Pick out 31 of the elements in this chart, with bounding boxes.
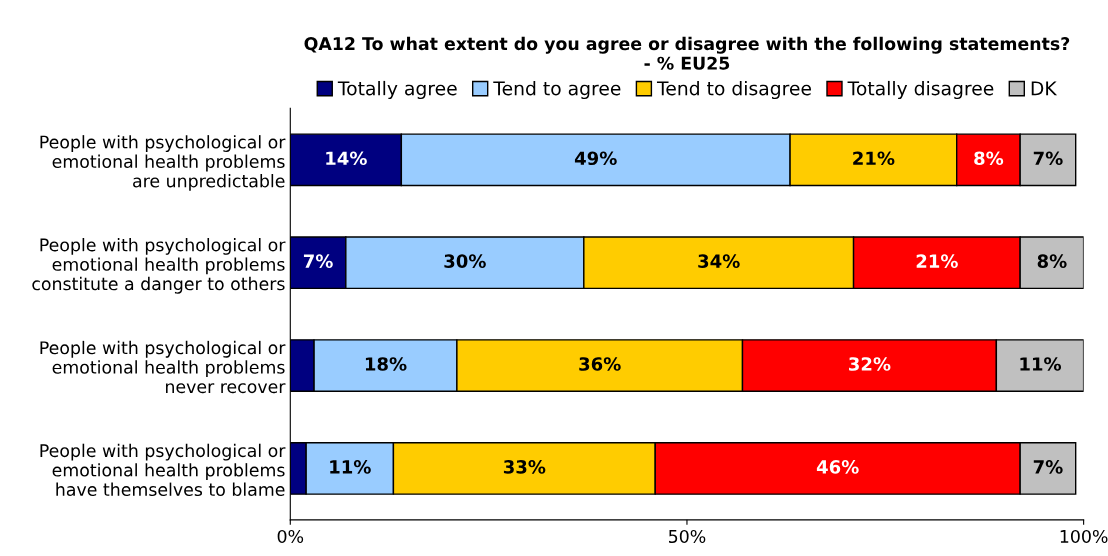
data-label: 46%: [816, 460, 859, 474]
data-label: 32%: [849, 357, 891, 371]
data-label: 21%: [916, 254, 958, 268]
x-tick-label: 100%: [1060, 529, 1108, 544]
data-label: 7%: [1033, 460, 1063, 474]
data-label: 21%: [853, 151, 895, 166]
data-label: 18%: [365, 357, 407, 371]
data-label: 14%: [326, 151, 367, 166]
data-label: 8%: [1037, 254, 1067, 268]
legend-label: Totally disagree: [847, 80, 994, 100]
data-label: 7%: [1033, 151, 1063, 166]
y-tick-label: People with psychological or emotional health problems never recover: [40, 340, 286, 394]
data-label: 34%: [698, 254, 740, 268]
data-label: 33%: [503, 460, 546, 474]
data-label: 36%: [579, 357, 621, 371]
y-tick-label: People with psychological or emotional health problems constitute a danger to others: [32, 237, 286, 294]
x-tick-label: 0%: [277, 529, 304, 544]
data-label: 8%: [974, 151, 1004, 166]
data-label: 11%: [330, 460, 371, 474]
x-tick-label: 50%: [669, 529, 706, 544]
legend-label: DK: [1031, 81, 1058, 96]
data-label: 49%: [574, 151, 617, 166]
data-label: 11%: [1020, 357, 1062, 371]
y-tick-label: People with psychological or emotional health problems have themselves to blame: [40, 443, 286, 497]
chart-title: QA12 To what extent do you agree or disagree with the following statements? - % EU25: [304, 36, 1070, 70]
data-label: 7%: [303, 254, 333, 268]
legend-label: Tend to disagree: [656, 80, 811, 100]
data-label: 30%: [444, 254, 486, 268]
y-tick-label: People with psychological or emotional health problems are unpredictable: [40, 135, 286, 191]
legend-label: Totally agree: [337, 80, 457, 100]
legend-label: Tend to agree: [493, 80, 621, 100]
